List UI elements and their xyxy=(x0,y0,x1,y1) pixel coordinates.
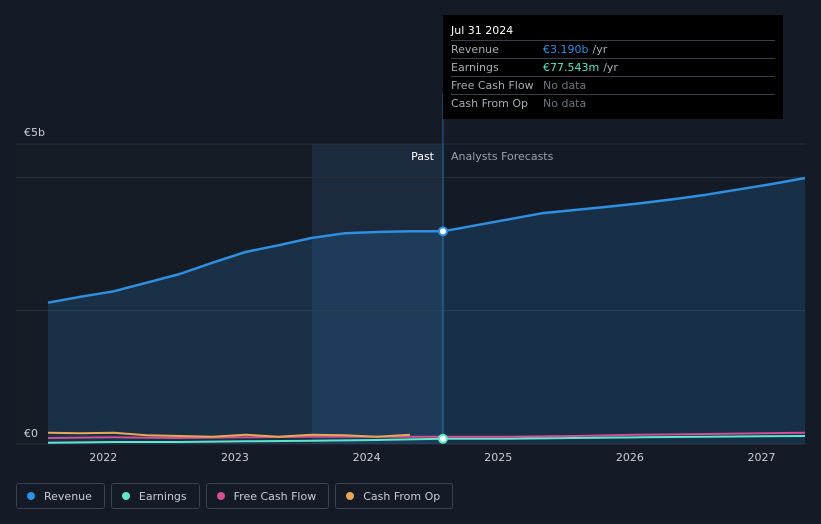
free-cash-flow-line xyxy=(47,431,806,439)
legend-dot-icon xyxy=(346,492,355,500)
tooltip-row-revenue: Revenue €3.190b /yr xyxy=(451,41,775,59)
tooltip-value: No data xyxy=(543,97,587,110)
legend-item-revenue[interactable]: Revenue xyxy=(16,483,105,509)
tooltip: Jul 31 2024 Revenue €3.190b /yr Earnings… xyxy=(443,15,783,119)
plot-background-past xyxy=(16,144,312,444)
legend-label: Cash From Op xyxy=(363,489,441,503)
tooltip-value: €77.543m xyxy=(543,61,600,74)
revenue-highlight-point xyxy=(437,226,448,237)
tooltip-label: Free Cash Flow xyxy=(451,79,534,92)
tooltip-unit: /yr xyxy=(603,61,618,74)
y-label-zero: €0 xyxy=(24,427,38,440)
tooltip-value: €3.190b xyxy=(543,43,589,56)
legend-dot-icon xyxy=(121,492,130,500)
tooltip-label: Earnings xyxy=(451,61,499,74)
cash-from-op-line xyxy=(47,431,411,438)
tooltip-label: Revenue xyxy=(451,43,499,56)
legend-label: Revenue xyxy=(44,489,92,503)
tooltip-date: Jul 31 2024 xyxy=(451,22,775,41)
legend-item-free-cash-flow[interactable]: Free Cash Flow xyxy=(205,483,330,509)
x-tick-label-2023: 2023 xyxy=(221,451,249,464)
tooltip-unit: /yr xyxy=(592,43,608,56)
revenue-line xyxy=(47,176,806,304)
gridlines xyxy=(16,143,805,445)
legend: Revenue Earnings Free Cash Flow Cash Fro… xyxy=(16,483,454,509)
tooltip-row-earnings: Earnings €77.543m /yr xyxy=(451,59,775,77)
series-areas xyxy=(48,178,805,444)
tooltip-label: Cash From Op xyxy=(451,97,529,110)
past-label: Past xyxy=(411,150,435,163)
x-tick-label-2024: 2024 xyxy=(353,451,381,464)
tooltip-value: No data xyxy=(543,79,587,92)
earnings-line xyxy=(47,435,806,444)
x-axis-ticks: 2022 2023 2024 2025 2026 2027 xyxy=(89,451,775,464)
x-tick-label-2025: 2025 xyxy=(484,451,512,464)
series-lines xyxy=(47,176,806,444)
y-label-top: €5b xyxy=(24,126,45,139)
highlight-markers xyxy=(437,226,448,444)
revenue-area xyxy=(48,178,805,444)
legend-item-cash-from-op[interactable]: Cash From Op xyxy=(335,483,454,509)
legend-label: Free Cash Flow xyxy=(233,489,317,503)
plot-shaded-last-year xyxy=(312,144,444,444)
legend-dot-icon xyxy=(216,492,225,500)
earnings-highlight-point xyxy=(437,433,448,444)
legend-item-earnings[interactable]: Earnings xyxy=(110,483,200,509)
x-tick-label-2026: 2026 xyxy=(616,451,644,464)
tooltip-row-cash-from-op: Cash From Op No data xyxy=(451,95,775,112)
legend-dot-icon xyxy=(27,492,35,500)
x-tick-label-2027: 2027 xyxy=(748,451,776,464)
x-tick-label-2022: 2022 xyxy=(89,451,117,464)
forecast-label: Analysts Forecasts xyxy=(451,150,554,163)
tooltip-row-free-cash-flow: Free Cash Flow No data xyxy=(451,77,775,95)
legend-label: Earnings xyxy=(138,489,187,503)
